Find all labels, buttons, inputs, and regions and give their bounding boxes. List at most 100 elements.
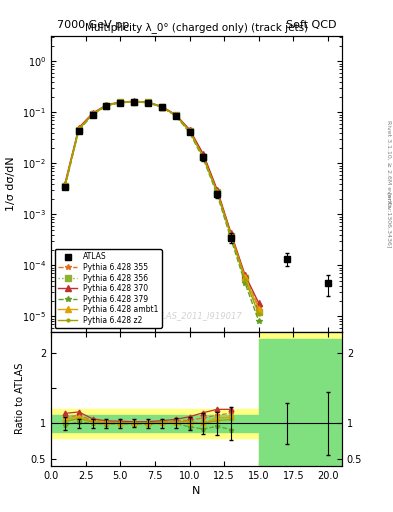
Pythia 6.428 370: [215, 187, 220, 193]
Line: Pythia 6.428 355: Pythia 6.428 355: [62, 99, 262, 310]
Y-axis label: Ratio to ATLAS: Ratio to ATLAS: [15, 363, 25, 434]
Pythia 6.428 356: [146, 99, 151, 105]
Pythia 6.428 355: [118, 99, 123, 105]
Pythia 6.428 z2: [132, 99, 136, 105]
Pythia 6.428 370: [118, 99, 123, 105]
Title: Multiplicity λ_0° (charged only) (track jets): Multiplicity λ_0° (charged only) (track …: [85, 23, 308, 33]
Pythia 6.428 ambt1: [173, 112, 178, 118]
Pythia 6.428 ambt1: [187, 128, 192, 134]
Pythia 6.428 356: [187, 128, 192, 134]
Pythia 6.428 355: [229, 231, 233, 238]
Pythia 6.428 ambt1: [215, 189, 220, 196]
Pythia 6.428 370: [132, 98, 136, 104]
Pythia 6.428 370: [90, 110, 95, 116]
Pythia 6.428 ambt1: [62, 182, 67, 188]
Pythia 6.428 355: [76, 125, 81, 132]
Pythia 6.428 379: [215, 192, 220, 198]
Pythia 6.428 356: [242, 275, 247, 282]
Pythia 6.428 356: [173, 112, 178, 118]
Pythia 6.428 z2: [215, 190, 220, 196]
Pythia 6.428 355: [146, 99, 151, 105]
Text: [arXiv:1306.3436]: [arXiv:1306.3436]: [386, 192, 391, 248]
Pythia 6.428 379: [229, 237, 233, 243]
Pythia 6.428 z2: [76, 126, 81, 133]
Pythia 6.428 379: [146, 100, 151, 106]
Pythia 6.428 356: [215, 189, 220, 196]
Pythia 6.428 355: [215, 188, 220, 195]
Pythia 6.428 356: [160, 104, 164, 110]
Pythia 6.428 z2: [242, 276, 247, 283]
Pythia 6.428 ambt1: [104, 102, 109, 109]
Pythia 6.428 355: [104, 102, 109, 108]
Line: Pythia 6.428 ambt1: Pythia 6.428 ambt1: [62, 99, 262, 312]
Pythia 6.428 379: [242, 280, 247, 286]
Pythia 6.428 370: [104, 102, 109, 108]
Text: ATLAS_2011_I919017: ATLAS_2011_I919017: [151, 311, 242, 319]
Pythia 6.428 355: [173, 112, 178, 118]
Pythia 6.428 z2: [160, 104, 164, 110]
Text: 7000 GeV pp: 7000 GeV pp: [57, 20, 129, 30]
Pythia 6.428 379: [160, 104, 164, 111]
Pythia 6.428 356: [62, 183, 67, 189]
Pythia 6.428 379: [132, 99, 136, 105]
Pythia 6.428 370: [146, 99, 151, 105]
Text: Soft QCD: Soft QCD: [286, 20, 336, 30]
Pythia 6.428 370: [257, 300, 261, 306]
Pythia 6.428 370: [173, 112, 178, 118]
Pythia 6.428 379: [187, 130, 192, 136]
Pythia 6.428 z2: [118, 99, 123, 105]
Pythia 6.428 355: [90, 111, 95, 117]
Pythia 6.428 356: [132, 99, 136, 105]
Pythia 6.428 ambt1: [242, 274, 247, 281]
Text: Rivet 3.1.10, ≥ 2.6M events: Rivet 3.1.10, ≥ 2.6M events: [386, 120, 391, 207]
Pythia 6.428 ambt1: [90, 111, 95, 117]
Line: Pythia 6.428 379: Pythia 6.428 379: [62, 99, 262, 324]
Y-axis label: 1/σ dσ/dN: 1/σ dσ/dN: [6, 156, 17, 211]
Pythia 6.428 355: [257, 304, 261, 310]
Pythia 6.428 379: [257, 318, 261, 324]
Pythia 6.428 z2: [146, 99, 151, 105]
Pythia 6.428 370: [229, 230, 233, 237]
Pythia 6.428 356: [118, 99, 123, 105]
Pythia 6.428 356: [257, 309, 261, 315]
Pythia 6.428 370: [160, 103, 164, 110]
Pythia 6.428 355: [201, 153, 206, 159]
Pythia 6.428 379: [173, 113, 178, 119]
X-axis label: N: N: [192, 486, 201, 496]
Pythia 6.428 370: [201, 151, 206, 157]
Pythia 6.428 370: [76, 124, 81, 131]
Pythia 6.428 z2: [173, 112, 178, 118]
Pythia 6.428 356: [104, 102, 109, 109]
Line: Pythia 6.428 z2: Pythia 6.428 z2: [62, 99, 262, 317]
Pythia 6.428 356: [90, 111, 95, 117]
Pythia 6.428 370: [187, 126, 192, 133]
Pythia 6.428 356: [201, 155, 206, 161]
Line: Pythia 6.428 356: Pythia 6.428 356: [62, 99, 262, 315]
Pythia 6.428 ambt1: [229, 232, 233, 239]
Legend: ATLAS, Pythia 6.428 355, Pythia 6.428 356, Pythia 6.428 370, Pythia 6.428 379, P: ATLAS, Pythia 6.428 355, Pythia 6.428 35…: [55, 249, 162, 328]
Pythia 6.428 z2: [229, 233, 233, 239]
Pythia 6.428 379: [201, 156, 206, 162]
Pythia 6.428 355: [160, 104, 164, 110]
Pythia 6.428 z2: [257, 311, 261, 317]
Pythia 6.428 355: [187, 127, 192, 134]
Pythia 6.428 370: [242, 272, 247, 278]
Pythia 6.428 379: [104, 103, 109, 109]
Pythia 6.428 z2: [62, 183, 67, 189]
Pythia 6.428 ambt1: [146, 99, 151, 105]
Line: Pythia 6.428 370: Pythia 6.428 370: [62, 99, 262, 306]
Pythia 6.428 z2: [201, 155, 206, 161]
Pythia 6.428 ambt1: [160, 104, 164, 110]
Pythia 6.428 ambt1: [201, 155, 206, 161]
Pythia 6.428 379: [90, 112, 95, 118]
Pythia 6.428 379: [118, 100, 123, 106]
Pythia 6.428 z2: [90, 111, 95, 117]
Pythia 6.428 355: [242, 273, 247, 280]
Pythia 6.428 379: [62, 184, 67, 190]
Pythia 6.428 379: [76, 127, 81, 134]
Pythia 6.428 z2: [104, 102, 109, 109]
Pythia 6.428 ambt1: [132, 99, 136, 105]
Pythia 6.428 ambt1: [118, 99, 123, 105]
Pythia 6.428 ambt1: [76, 126, 81, 132]
Pythia 6.428 z2: [187, 128, 192, 134]
